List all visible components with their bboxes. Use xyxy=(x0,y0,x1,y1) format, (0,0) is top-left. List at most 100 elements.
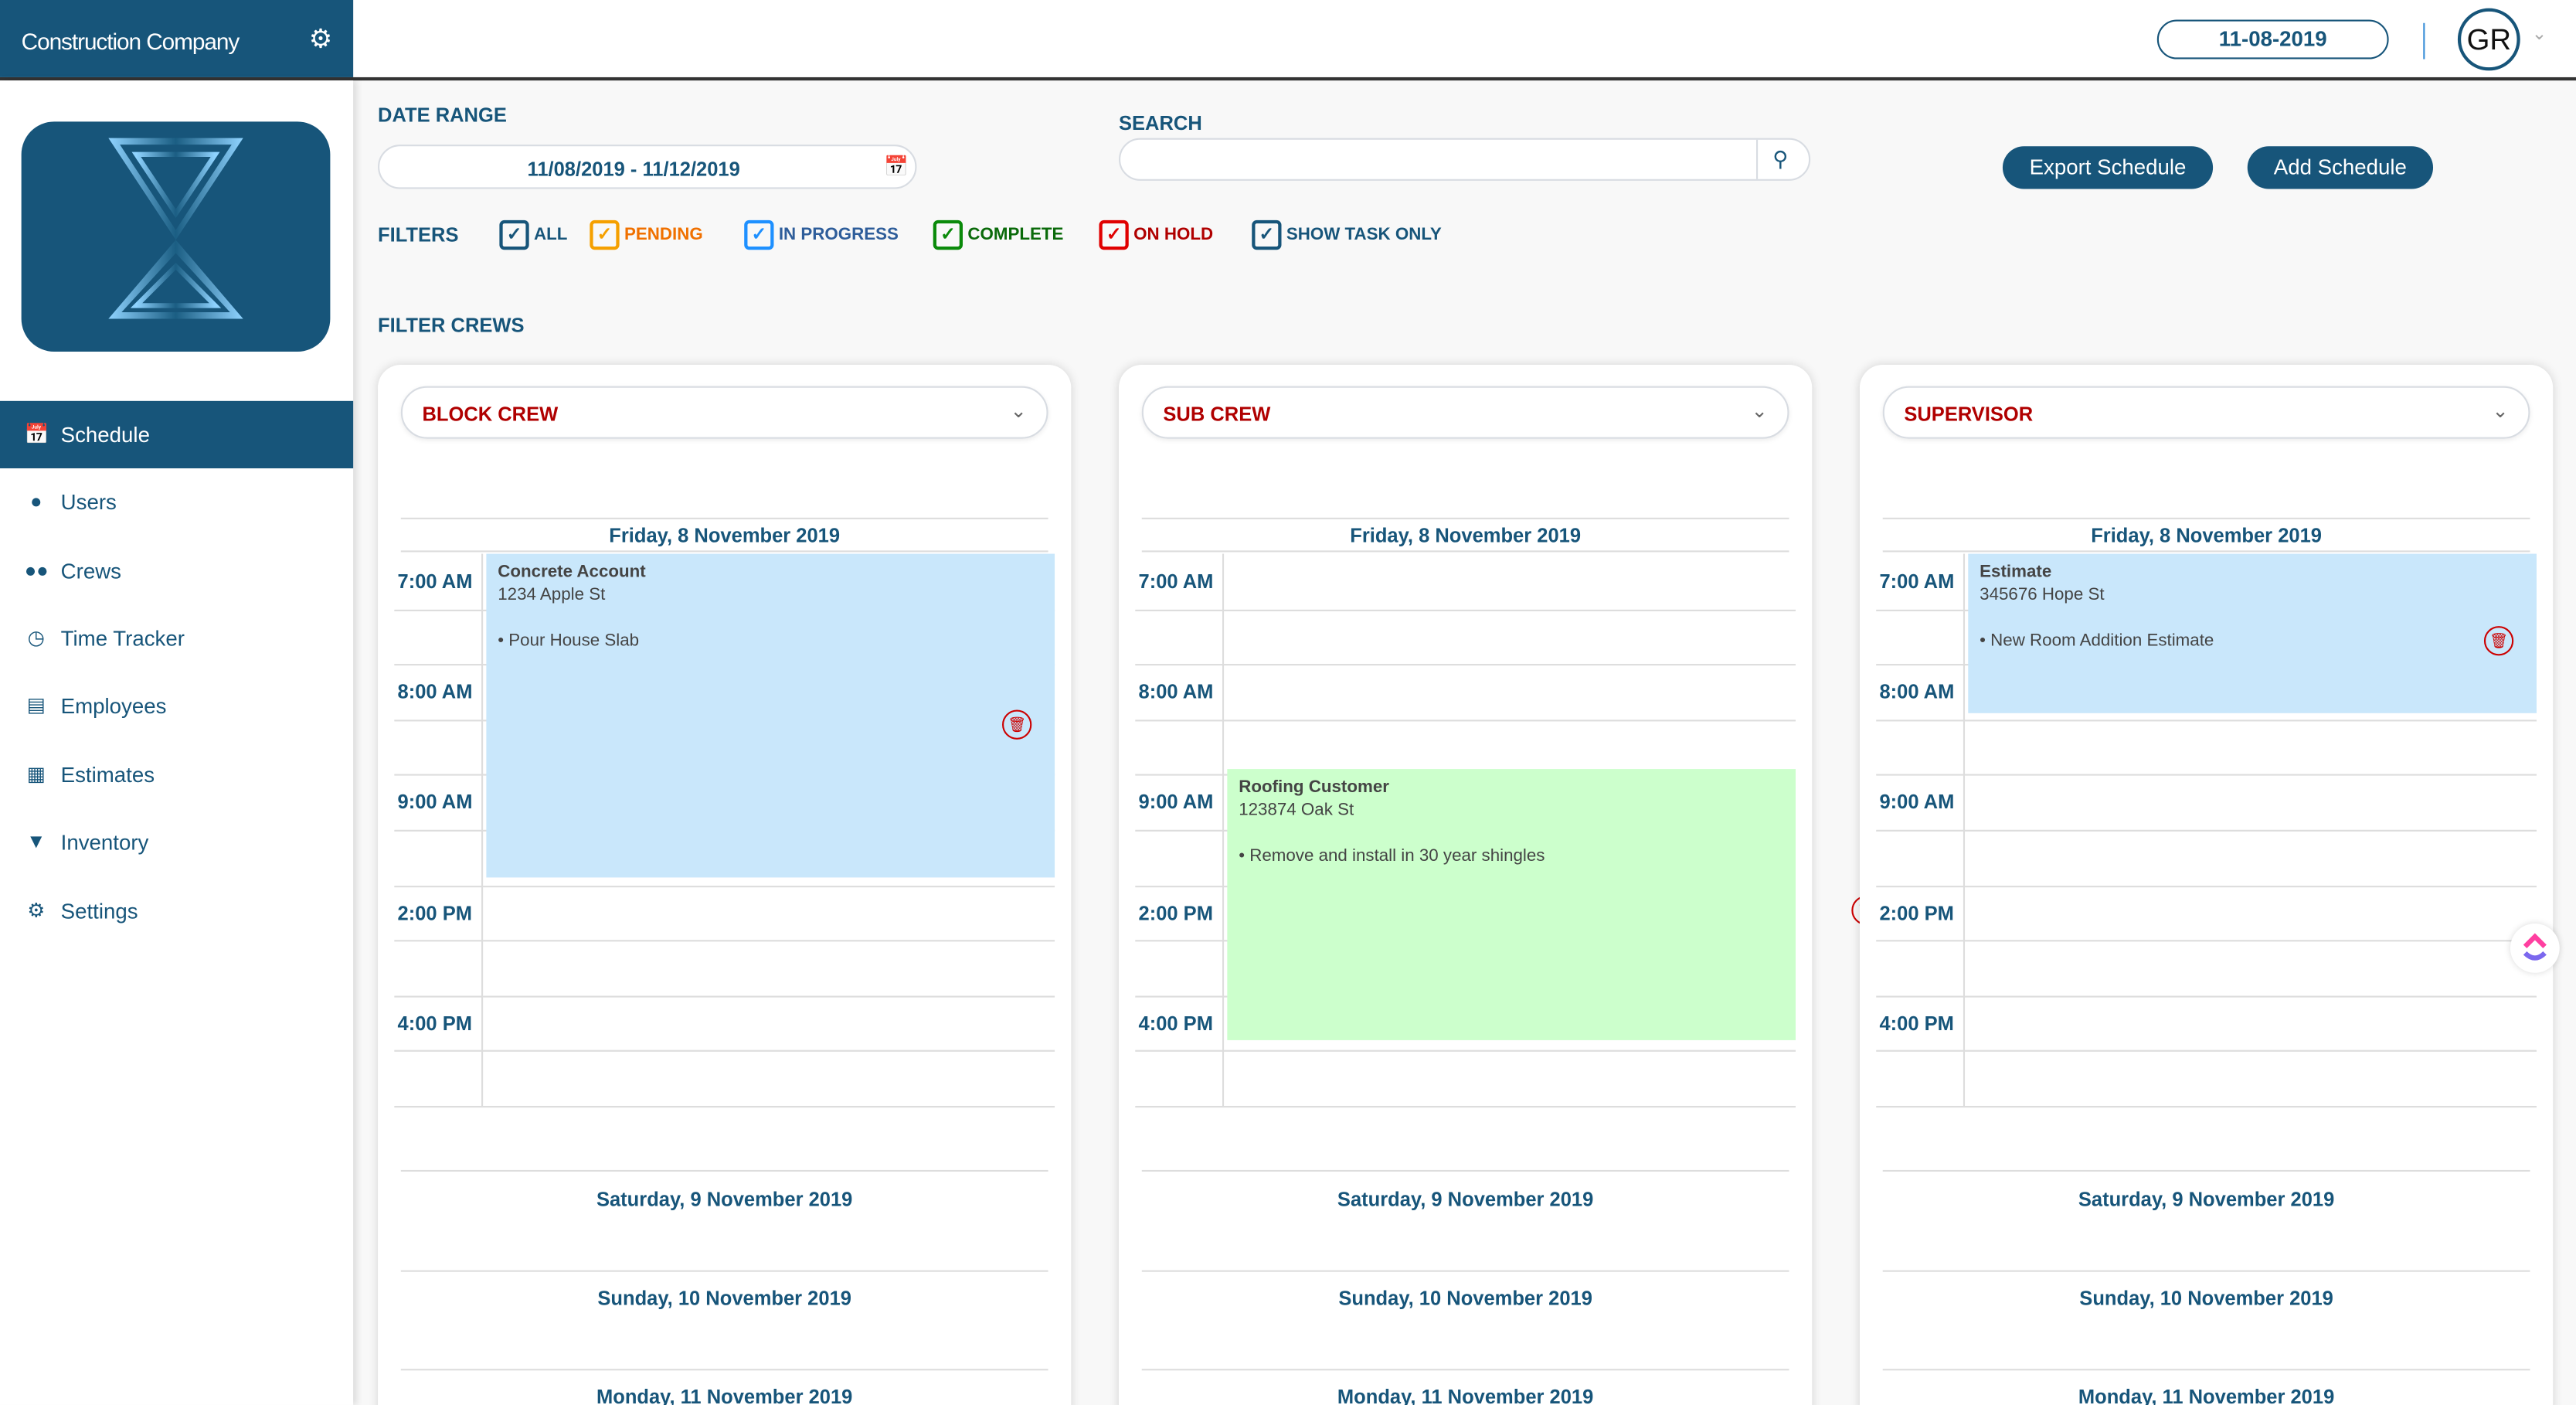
sidebar-item-employees[interactable]: ▤ Employees xyxy=(0,672,353,740)
divider xyxy=(1755,139,1759,179)
day-header: Monday, 11 November 2019 xyxy=(2078,1385,2335,1405)
checkbox-icon[interactable]: ✓ xyxy=(499,219,529,250)
crew-select-value: BLOCK CREW xyxy=(422,402,559,426)
avatar[interactable]: GR xyxy=(2457,8,2520,71)
filter-label: ALL xyxy=(534,224,568,245)
chevron-down-icon[interactable]: ⌄ xyxy=(2492,399,2509,423)
filter-in-progress[interactable]: ✓ IN PROGRESS xyxy=(744,219,899,250)
divider xyxy=(400,1169,1048,1172)
divider xyxy=(394,1050,1055,1053)
divider xyxy=(1882,1270,2530,1272)
day-header: Friday, 8 November 2019 xyxy=(609,524,841,548)
time-label: 7:00 AM xyxy=(1138,570,1214,594)
date-range-input[interactable]: 11/08/2019 - 11/12/2019 📅 xyxy=(378,145,917,189)
event-name: Roofing Customer xyxy=(1239,777,1389,798)
sidebar-item-schedule[interactable]: 📅 Schedule xyxy=(0,400,354,468)
time-label: 4:00 PM xyxy=(1879,1012,1954,1036)
divider xyxy=(1876,774,2537,777)
divider xyxy=(1135,1050,1796,1053)
filter-label: SHOW TASK ONLY xyxy=(1286,224,1442,245)
day-header: Saturday, 9 November 2019 xyxy=(2078,1188,2335,1212)
chevron-down-icon[interactable]: ⌄ xyxy=(1010,399,1027,423)
divider xyxy=(1876,1050,2537,1053)
sidebar-item-time-tracker[interactable]: ◷ Time Tracker xyxy=(0,604,353,672)
filter-label: ON HOLD xyxy=(1133,224,1214,245)
checkbox-icon[interactable]: ✓ xyxy=(1252,219,1282,250)
checkbox-icon[interactable]: ✓ xyxy=(590,219,620,250)
divider xyxy=(1882,1369,2530,1371)
divider xyxy=(400,517,1048,519)
sidebar: 📅 Schedule ● Users ●● Crews ◷ Time Tracker ▤ Empl… xyxy=(0,80,354,1405)
schedule-event[interactable]: Concrete Account 1234 Apple St • Pour Hous… xyxy=(486,553,1055,877)
gear-icon: ⚙ xyxy=(27,899,46,922)
time-column-divider xyxy=(1963,553,1966,1106)
sidebar-item-users[interactable]: ● Users xyxy=(0,468,353,536)
filter-label: COMPLETE xyxy=(967,224,1064,245)
time-column-divider xyxy=(1222,553,1225,1106)
filter-show-task-only[interactable]: ✓ SHOW TASK ONLY xyxy=(1252,219,1442,250)
divider xyxy=(1135,1105,1796,1108)
search-input[interactable]: ⚲ xyxy=(1118,138,1811,181)
sidebar-item-label: Users xyxy=(60,489,117,515)
event-task: • Pour House Slab xyxy=(498,631,640,651)
sidebar-item-estimates[interactable]: ▦ Estimates xyxy=(0,741,353,808)
divider xyxy=(1876,940,2537,942)
day-header: Saturday, 9 November 2019 xyxy=(596,1188,853,1212)
checkbox-icon[interactable]: ✓ xyxy=(1099,219,1129,250)
id-card-icon: ▤ xyxy=(26,693,46,717)
schedule-event[interactable]: Roofing Customer 123874 Oak St • Remove an… xyxy=(1227,769,1881,1040)
event-address: 123874 Oak St xyxy=(1239,800,1354,821)
trash-icon[interactable]: 🗑 xyxy=(1002,709,1032,740)
crew-column: BLOCK CREW ⌄ Friday, 8 November 2019 7:00 A… xyxy=(378,365,1072,1405)
filter-on-hold[interactable]: ✓ ON HOLD xyxy=(1099,219,1214,250)
filter-pending[interactable]: ✓ PENDING xyxy=(590,219,703,250)
trash-icon[interactable]: 🗑 xyxy=(2483,626,2514,656)
crew-select[interactable]: SUPERVISOR ⌄ xyxy=(1882,386,2530,439)
event-address: 1234 Apple St xyxy=(498,584,606,605)
schedule-event[interactable]: Estimate 345676 Hope St • New Room Additio… xyxy=(1968,553,2537,714)
time-label: 4:00 PM xyxy=(1138,1012,1213,1036)
day-header: Saturday, 9 November 2019 xyxy=(1337,1188,1594,1212)
divider xyxy=(1141,550,1789,553)
sidebar-item-crews[interactable]: ●● Crews xyxy=(0,537,353,604)
divider xyxy=(394,940,1055,942)
calendar-icon[interactable]: 📅 xyxy=(883,154,909,178)
divider xyxy=(1882,550,2530,553)
crew-column: SUB CREW ⌄ Friday, 8 November 2019 7:00 AM 8… xyxy=(1118,365,1881,1405)
checkbox-icon[interactable]: ✓ xyxy=(744,219,774,250)
divider xyxy=(2423,22,2425,60)
checkbox-icon[interactable]: ✓ xyxy=(933,219,963,250)
clickup-widget-icon[interactable] xyxy=(2510,923,2560,973)
time-label: 2:00 PM xyxy=(1879,901,1954,925)
divider xyxy=(400,1369,1048,1371)
divider xyxy=(1882,517,2530,519)
day-header: Sunday, 10 November 2019 xyxy=(597,1286,851,1310)
gear-icon[interactable]: ⚙ xyxy=(308,26,333,55)
filters-label: FILTERS xyxy=(378,223,459,247)
event-name: Concrete Account xyxy=(498,562,646,582)
sidebar-item-label: Time Tracker xyxy=(60,626,185,651)
filter-label: PENDING xyxy=(624,224,703,245)
search-icon[interactable]: ⚲ xyxy=(1772,146,1789,172)
crew-select[interactable]: BLOCK CREW ⌄ xyxy=(400,386,1048,439)
sidebar-item-label: Settings xyxy=(60,899,138,924)
export-schedule-button[interactable]: Export Schedule xyxy=(2002,146,2214,189)
sidebar-item-label: Schedule xyxy=(60,422,150,447)
basket-icon: ▼ xyxy=(26,829,46,853)
clock-icon: ◷ xyxy=(27,626,45,649)
chevron-down-icon[interactable]: ⌄ xyxy=(1751,399,1768,423)
filter-all[interactable]: ✓ ALL xyxy=(499,219,568,250)
day-header: Sunday, 10 November 2019 xyxy=(2079,1286,2333,1310)
chevron-down-icon[interactable]: ⌄ xyxy=(2531,24,2547,45)
crew-column: SUPERVISOR ⌄ Friday, 8 November 2019 7:00 A… xyxy=(1859,365,2554,1405)
divider xyxy=(1876,829,2537,832)
grid-icon: ▦ xyxy=(26,762,46,786)
add-schedule-button[interactable]: Add Schedule xyxy=(2247,146,2434,189)
filter-complete[interactable]: ✓ COMPLETE xyxy=(933,219,1064,250)
time-label: 8:00 AM xyxy=(1879,680,1955,704)
sidebar-item-inventory[interactable]: ▼ Inventory xyxy=(0,808,353,876)
sidebar-item-settings[interactable]: ⚙ Settings xyxy=(0,877,353,944)
current-date-pill[interactable]: 11-08-2019 xyxy=(2156,19,2389,60)
crew-select[interactable]: SUB CREW ⌄ xyxy=(1141,386,1789,439)
